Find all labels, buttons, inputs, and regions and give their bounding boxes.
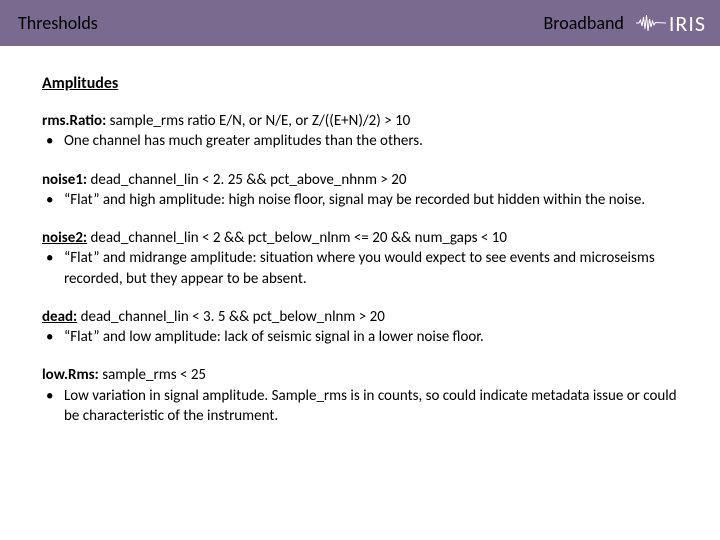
header-title-right: Broadband	[544, 12, 624, 34]
item-definition-line: rms.Ratio: sample_rms ratio E/N, or N/E,…	[42, 111, 678, 131]
item-definition: dead_channel_lin < 2 && pct_below_nlnm <…	[87, 229, 507, 247]
item-bullet-text: “Flat” and high amplitude: high noise fl…	[64, 190, 678, 210]
item-bullet-row: •“Flat” and high amplitude: high noise f…	[42, 190, 678, 210]
item-definition: dead_channel_lin < 2. 25 && pct_above_nh…	[87, 171, 406, 189]
item-definition-line: low.Rms: sample_rms < 25	[42, 365, 678, 385]
bullet-icon: •	[42, 327, 64, 347]
seismic-wave-icon	[636, 13, 666, 33]
item-bullet-row: •Low variation in signal amplitude. Samp…	[42, 386, 678, 427]
header-right-group: Broadband IRIS	[544, 10, 706, 37]
item-definition: sample_rms < 25	[99, 366, 206, 384]
item-bullet-row: •One channel has much greater amplitudes…	[42, 131, 678, 151]
item-definition: dead_channel_lin < 3. 5 && pct_below_nln…	[77, 308, 385, 326]
threshold-item: low.Rms: sample_rms < 25•Low variation i…	[42, 365, 678, 426]
item-term: low.Rms:	[42, 366, 99, 384]
bullet-icon: •	[42, 248, 64, 289]
item-bullet-text: One channel has much greater amplitudes …	[64, 131, 678, 151]
slide-header: Thresholds Broadband IRIS	[0, 0, 720, 46]
item-term: dead:	[42, 308, 77, 326]
bullet-icon: •	[42, 190, 64, 210]
item-term: noise2:	[42, 229, 87, 247]
items-list: rms.Ratio: sample_rms ratio E/N, or N/E,…	[42, 111, 678, 426]
iris-logo: IRIS	[636, 10, 706, 37]
slide-content: Amplitudes rms.Ratio: sample_rms ratio E…	[0, 46, 720, 436]
item-definition-line: noise2: dead_channel_lin < 2 && pct_belo…	[42, 228, 678, 248]
item-definition: sample_rms ratio E/N, or N/E, or Z/((E+N…	[106, 112, 410, 130]
header-title-left: Thresholds	[18, 12, 98, 34]
logo-text: IRIS	[669, 10, 706, 37]
threshold-item: dead: dead_channel_lin < 3. 5 && pct_bel…	[42, 307, 678, 348]
threshold-item: noise2: dead_channel_lin < 2 && pct_belo…	[42, 228, 678, 289]
item-bullet-row: •“Flat” and low amplitude: lack of seism…	[42, 327, 678, 347]
section-heading: Amplitudes	[42, 74, 678, 93]
bullet-icon: •	[42, 386, 64, 427]
item-bullet-text: “Flat” and midrange amplitude: situation…	[64, 248, 678, 289]
item-term: noise1:	[42, 171, 87, 189]
item-definition-line: noise1: dead_channel_lin < 2. 25 && pct_…	[42, 170, 678, 190]
threshold-item: noise1: dead_channel_lin < 2. 25 && pct_…	[42, 170, 678, 211]
threshold-item: rms.Ratio: sample_rms ratio E/N, or N/E,…	[42, 111, 678, 152]
item-term: rms.Ratio:	[42, 112, 106, 130]
item-bullet-text: Low variation in signal amplitude. Sampl…	[64, 386, 678, 427]
bullet-icon: •	[42, 131, 64, 151]
item-bullet-row: •“Flat” and midrange amplitude: situatio…	[42, 248, 678, 289]
item-bullet-text: “Flat” and low amplitude: lack of seismi…	[64, 327, 678, 347]
item-definition-line: dead: dead_channel_lin < 3. 5 && pct_bel…	[42, 307, 678, 327]
